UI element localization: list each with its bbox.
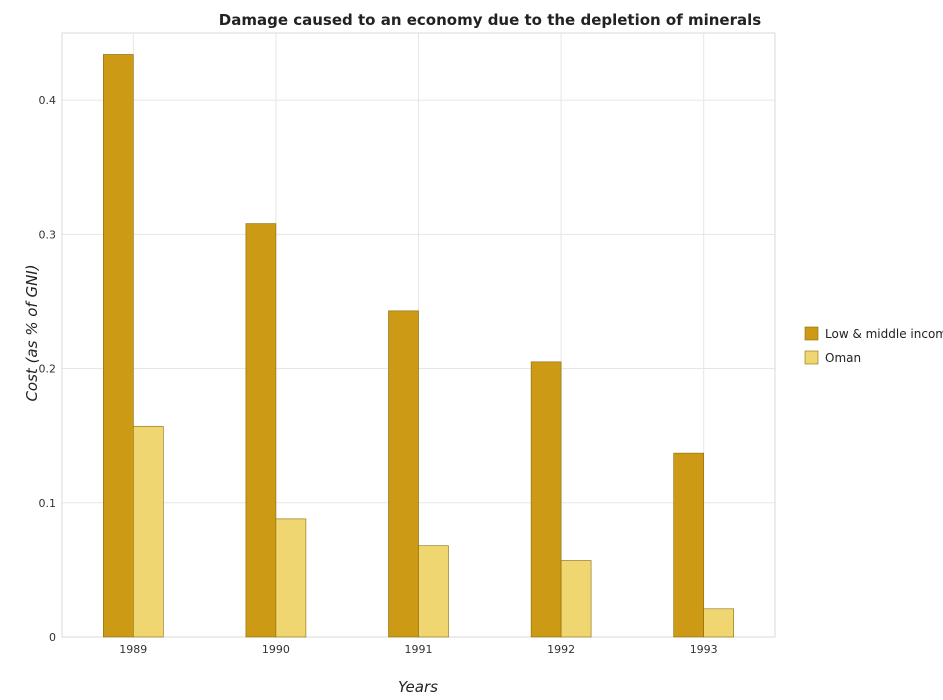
- legend-swatch: [804, 326, 819, 341]
- x-tick-label: 1992: [547, 643, 575, 656]
- x-tick-label: 1993: [690, 643, 718, 656]
- bar-oman-1990: [275, 518, 307, 638]
- y-tick-label: 0.4: [39, 94, 57, 107]
- axes: 0 0.1 0.2 0.3 0.4 1989 1990 1991 1992 1993: [39, 94, 718, 656]
- bar-oman-1989: [133, 425, 164, 638]
- bar-oman-1993: [703, 608, 735, 638]
- y-tick-label: 0.3: [39, 228, 57, 241]
- chart-title: Damage caused to an economy due to the d…: [219, 11, 761, 29]
- x-axis-label: Years: [398, 678, 438, 696]
- legend-label: Low & middle income: [825, 327, 943, 341]
- bar-low-middle-income-1991: [388, 310, 419, 638]
- x-tick-label: 1991: [405, 643, 433, 656]
- bar-low-middle-income-1992: [530, 361, 562, 638]
- bar-low-middle-income-1989: [103, 54, 134, 638]
- y-tick-label: 0: [49, 631, 56, 644]
- bar-low-middle-income-1993: [673, 452, 705, 638]
- y-tick-label: 0.1: [39, 497, 57, 510]
- bar-oman-1991: [418, 545, 449, 638]
- bar-low-middle-income-1990: [245, 223, 277, 638]
- x-tick-label: 1990: [262, 643, 290, 656]
- legend-swatch: [804, 350, 819, 365]
- bars: [103, 54, 735, 638]
- legend-label: Oman: [825, 351, 861, 365]
- x-tick-label: 1989: [119, 643, 147, 656]
- legend: Low & middle income Oman: [804, 326, 943, 365]
- bar-oman-1992: [560, 560, 592, 638]
- y-tick-label: 0.2: [39, 363, 57, 376]
- y-axis-label: Cost (as % of GNI): [23, 264, 41, 401]
